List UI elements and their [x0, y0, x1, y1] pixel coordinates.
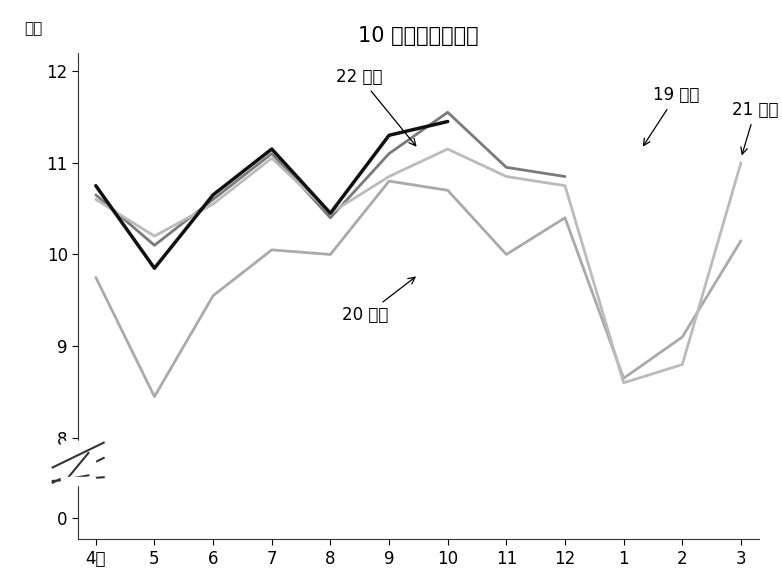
Text: 万台: 万台 [23, 21, 42, 36]
Title: 10 月は１％アップ: 10 月は１％アップ [358, 26, 479, 46]
Bar [61, 477, 95, 485]
Text: 22 年度: 22 年度 [336, 68, 416, 146]
Text: 19 年度: 19 年度 [644, 86, 699, 145]
Bar [61, 441, 95, 490]
Text: 21 年度: 21 年度 [732, 101, 779, 154]
Text: 20 年度: 20 年度 [342, 277, 415, 325]
